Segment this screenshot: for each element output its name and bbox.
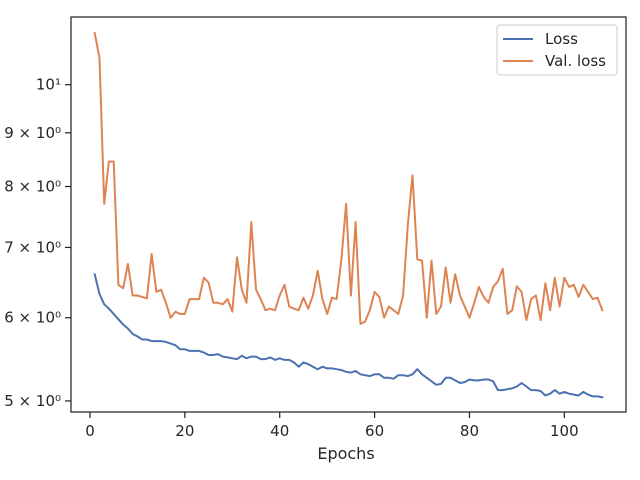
x-tick-label: 80 <box>460 422 479 440</box>
y-tick-label: 5 × 10⁰ <box>4 392 61 410</box>
legend-box <box>496 24 618 76</box>
series-line-val-loss <box>93 31 604 325</box>
series-line-loss <box>93 273 604 399</box>
x-tick-label: 60 <box>365 422 384 440</box>
y-tick-label: 9 × 10⁰ <box>4 124 61 142</box>
x-tick-label: 40 <box>270 422 289 440</box>
x-tick-label: 0 <box>85 422 95 440</box>
axes-frame <box>70 16 627 413</box>
y-tick-label: 6 × 10⁰ <box>4 309 61 327</box>
x-tick-label: 20 <box>175 422 194 440</box>
legend: Loss Val. loss <box>496 24 618 76</box>
legend-label: Loss <box>545 30 578 48</box>
plot-area <box>71 17 626 412</box>
y-tick-label: 10¹ <box>36 76 61 94</box>
x-tick-label: 100 <box>550 422 579 440</box>
y-tick-label: 7 × 10⁰ <box>4 238 61 256</box>
legend-label: Val. loss <box>545 52 606 70</box>
y-tick-label: 8 × 10⁰ <box>4 178 61 196</box>
series-layer <box>93 31 604 399</box>
plot-background <box>71 17 626 412</box>
x-axis-label: Epochs <box>317 444 374 463</box>
axes-layer: 0 20 40 60 80 100 5 × 10⁰ 6 × 10⁰ 7 × 10⁰ 8 × 10⁰… <box>4 16 627 440</box>
